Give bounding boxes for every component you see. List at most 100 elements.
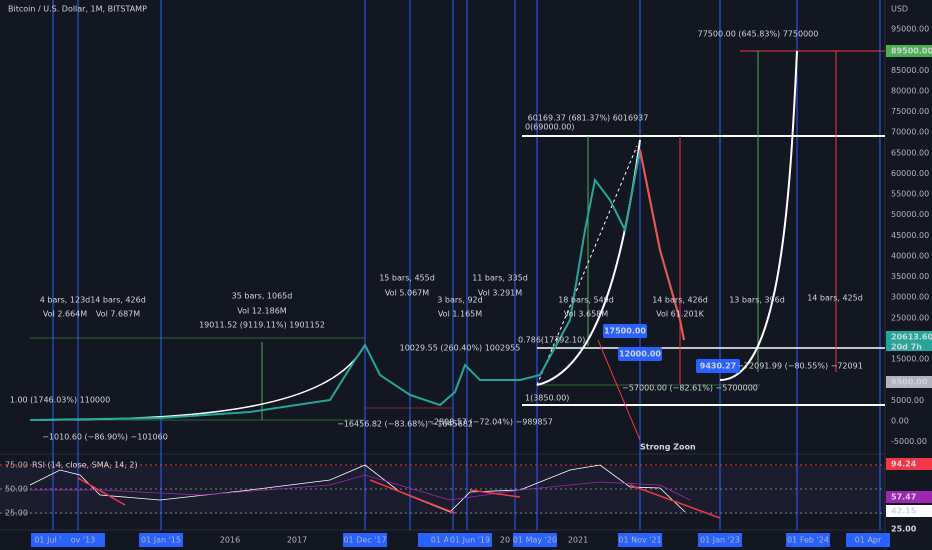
price-label: 50000.00 xyxy=(891,210,929,219)
price-label: 15000.00 xyxy=(891,355,929,364)
price-label: 35000.00 xyxy=(891,272,929,281)
time-tag xyxy=(846,533,890,547)
annotation: Vol 12.186M xyxy=(237,307,287,316)
annotation: 9430.27 xyxy=(700,362,736,371)
time-label: 2017 xyxy=(287,536,307,545)
rsi-axis-label: 75.00 xyxy=(5,461,28,470)
rsi-band xyxy=(0,466,885,514)
price-label-box xyxy=(696,359,740,373)
rsi-tag-text: 57.47 xyxy=(891,493,916,502)
price-label-box xyxy=(603,324,647,338)
time-tag xyxy=(139,533,183,547)
vertical-lines xyxy=(52,0,881,530)
rsi-tag-text: 25.00 xyxy=(891,525,917,534)
price-tag-text: 9500.00 xyxy=(891,378,928,387)
price-tag-text: 20613.60 xyxy=(891,333,932,342)
annotation: 12000.00 xyxy=(619,350,661,359)
annotation: Vol 1.165M xyxy=(438,310,482,319)
rsi-axis-label: 25.00 xyxy=(5,509,28,518)
rsi-tag xyxy=(886,458,932,470)
price-tag-text: 89500.00 xyxy=(891,47,932,56)
trend-line xyxy=(536,145,638,386)
annotation: Vol 61.201K xyxy=(656,310,705,319)
annotation: −16456.82 (−83.68%) −1645682 xyxy=(337,420,473,429)
chart-title: Bitcoin / U.S. Dollar, 1M, BITSTAMP xyxy=(8,5,147,14)
time-label: ov '13 xyxy=(71,536,96,545)
annotation: 15 bars, 455d xyxy=(379,274,435,283)
rsi-ma xyxy=(30,474,691,501)
price-label: 25000.00 xyxy=(891,313,929,322)
time-label: 01 A xyxy=(431,536,450,545)
time-label: 2016 xyxy=(220,536,240,545)
time-label: 01 Feb '24 xyxy=(787,536,829,545)
price-label: 40000.00 xyxy=(891,251,929,260)
annotation: 1(3850.00) xyxy=(525,394,569,403)
annotation: Vol 2.664M xyxy=(43,310,87,319)
currency: USD xyxy=(891,5,908,14)
rsi-tag-text: 42.15 xyxy=(891,507,917,516)
price-label: -5000.00 xyxy=(891,437,927,446)
price-series xyxy=(639,149,685,341)
time-label: 01 Dec '17 xyxy=(343,536,386,545)
annotation: 35 bars, 1065d xyxy=(232,292,293,301)
annotation: Vol 5.067M xyxy=(385,289,429,298)
price-tag xyxy=(886,331,932,351)
curve xyxy=(719,50,798,381)
rsi-axis-label: 50.00 xyxy=(5,485,28,494)
annotation: 17500.00 xyxy=(604,327,646,336)
annotation: −2898.57 (−72.04%) −989857 xyxy=(427,418,553,427)
annotation: 13 bars, 396d xyxy=(729,296,785,305)
annotation: 3 bars, 92d xyxy=(437,296,482,305)
time-label: 01 May '20 xyxy=(513,536,557,545)
annotation: Strong Zoon xyxy=(640,443,696,452)
annotation: 19011.52 (9119.11%) 1901152 xyxy=(199,321,325,330)
time-tag xyxy=(448,533,492,547)
price-tag xyxy=(886,45,932,57)
annotation: −1010.60 (−86.90%) −101060 xyxy=(42,433,168,442)
annotation: 60169.37 (681.37%) 6016937 xyxy=(528,114,649,123)
price-label: 70000.00 xyxy=(891,128,929,137)
countdown: 20d 7h xyxy=(891,343,922,352)
time-tag xyxy=(513,533,557,547)
price-label: 80000.00 xyxy=(891,86,929,95)
annotation: 18 bars, 549d xyxy=(558,296,614,305)
annotation: Vol 3.658M xyxy=(564,310,608,319)
annotation: Vol 3.291M xyxy=(478,289,522,298)
time-label: 01 Jun '19 xyxy=(450,536,490,545)
time-label: 01 Apr xyxy=(855,536,882,545)
rsi-trend xyxy=(77,477,721,519)
price-label-box xyxy=(618,347,662,361)
price-label: 55000.00 xyxy=(891,190,929,199)
price-label: 0.00 xyxy=(891,416,909,425)
price-label: 95000.00 xyxy=(891,25,929,34)
time-label: 01 Jul '13 xyxy=(34,536,71,545)
time-tag xyxy=(343,533,387,547)
annotation: 14 bars, 425d xyxy=(807,294,863,303)
annotation: 10029.55 (260.40%) 1002955 xyxy=(400,344,521,353)
annotation: 1.00 (1746.03%) 110000 xyxy=(10,396,110,405)
price-tag xyxy=(886,376,932,388)
rsi-tag xyxy=(886,523,932,535)
annotation: 0.786(17792.10) xyxy=(518,336,585,345)
time-label: 01 Jan '23 xyxy=(700,536,740,545)
rsi-tag xyxy=(886,491,932,503)
time-tag xyxy=(618,533,662,547)
price-label: 30000.00 xyxy=(891,293,929,302)
time-label: 01 Jan '15 xyxy=(141,536,181,545)
annotation: Vol 7.687M xyxy=(96,310,140,319)
arrow xyxy=(597,339,641,441)
time-label: 20 xyxy=(500,536,510,545)
annotation: −57000.00 (−82.61%) −5700000 xyxy=(622,384,758,393)
price-label: 45000.00 xyxy=(891,231,929,240)
annotation: 0(69000.00) xyxy=(525,123,575,132)
time-label: 2021 xyxy=(568,536,588,545)
rsi-tag-text: 94.24 xyxy=(891,460,917,469)
time-tag xyxy=(61,533,105,547)
price-label: 60000.00 xyxy=(891,169,929,178)
annotation: −72091.99 (−80.55%) −72091 xyxy=(737,362,863,371)
annotation: 4 bars, 123d xyxy=(40,296,91,305)
price-label: 75000.00 xyxy=(891,107,929,116)
annotation: 14 bars, 426d xyxy=(652,296,708,305)
